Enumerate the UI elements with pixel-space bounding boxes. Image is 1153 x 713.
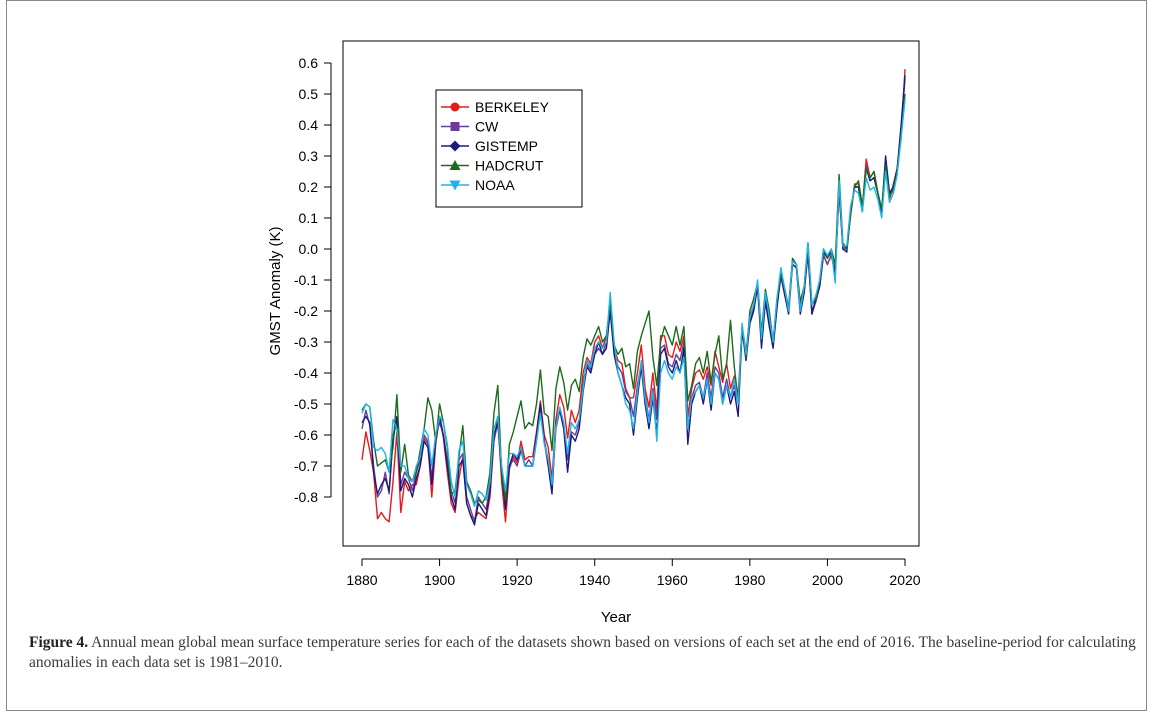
x-tick-label: 2020 (889, 572, 920, 588)
y-axis: 0.6 0.5 0.4 0.3 0.2 0.1 0.0 -0.1 -0.2 -0.3 -0.4 -0.… (294, 55, 332, 505)
legend-marker-berkeley (450, 102, 460, 112)
x-tick-label: 2000 (812, 572, 843, 588)
y-tick-label: -0.3 (294, 334, 318, 350)
legend-marker-gistemp (449, 140, 461, 152)
x-tick-label: 1980 (734, 572, 765, 588)
y-tick-label: 0.6 (299, 55, 319, 71)
legend-label-berkeley: BERKELEY (475, 99, 550, 115)
y-axis-label: GMST Anomaly (K) (267, 227, 284, 356)
chart: 0.6 0.5 0.4 0.3 0.2 0.1 0.0 -0.1 -0.2 -0.3 -0.4 -0.… (267, 40, 921, 626)
y-tick-label: 0.5 (299, 86, 319, 102)
x-tick-label: 1960 (657, 572, 688, 588)
series-line-noaa (361, 100, 906, 507)
legend-label-hadcrut: HADCRUT (475, 158, 544, 174)
y-tick-label: -0.8 (294, 489, 318, 505)
y-tick-label: -0.5 (294, 396, 318, 412)
figure-caption: Figure 4. Annual mean global mean surfac… (29, 633, 1139, 673)
legend: BERKELEY CW GISTEMP HADCRUT NOAA (435, 89, 583, 208)
y-tick-label: -0.7 (294, 458, 318, 474)
series-line-gistemp (361, 75, 906, 526)
x-axis-label: Year (601, 609, 631, 626)
plot-border (342, 40, 920, 547)
x-axis: 1880 1900 1920 1940 1960 1980 2000 2020 (346, 558, 921, 588)
legend-marker-cw (450, 122, 460, 131)
legend-box (435, 89, 583, 208)
series-line-hadcrut (361, 93, 906, 504)
y-tick-label: 0.3 (299, 148, 319, 164)
y-tick-label: -0.2 (294, 303, 318, 319)
legend-marker-noaa (449, 180, 461, 191)
x-tick-label: 1900 (424, 572, 455, 588)
caption-text: Annual mean global mean surface temperat… (29, 634, 1136, 671)
y-tick-label: -0.1 (294, 272, 318, 288)
caption-label: Figure 4. (29, 634, 89, 651)
figure-frame: 0.6 0.5 0.4 0.3 0.2 0.1 0.0 -0.1 -0.2 -0.3 -0.4 -0.… (6, 0, 1147, 711)
x-tick-label: 1920 (502, 572, 533, 588)
y-tick-label: 0.2 (299, 179, 319, 195)
x-tick-label: 1880 (346, 572, 377, 588)
x-tick-label: 1940 (579, 572, 610, 588)
legend-marker-hadcrut (449, 160, 461, 170)
y-tick-label: -0.4 (294, 365, 318, 381)
y-tick-label: 0.1 (299, 210, 319, 226)
series-layer (361, 69, 906, 526)
y-tick-label: 0.4 (299, 117, 319, 133)
legend-label-gistemp: GISTEMP (475, 138, 538, 154)
legend-label-noaa: NOAA (475, 177, 515, 193)
plot-area (342, 40, 920, 547)
legend-label-cw: CW (475, 119, 499, 135)
y-tick-label: -0.6 (294, 427, 318, 443)
y-tick-label: 0.0 (299, 241, 319, 257)
